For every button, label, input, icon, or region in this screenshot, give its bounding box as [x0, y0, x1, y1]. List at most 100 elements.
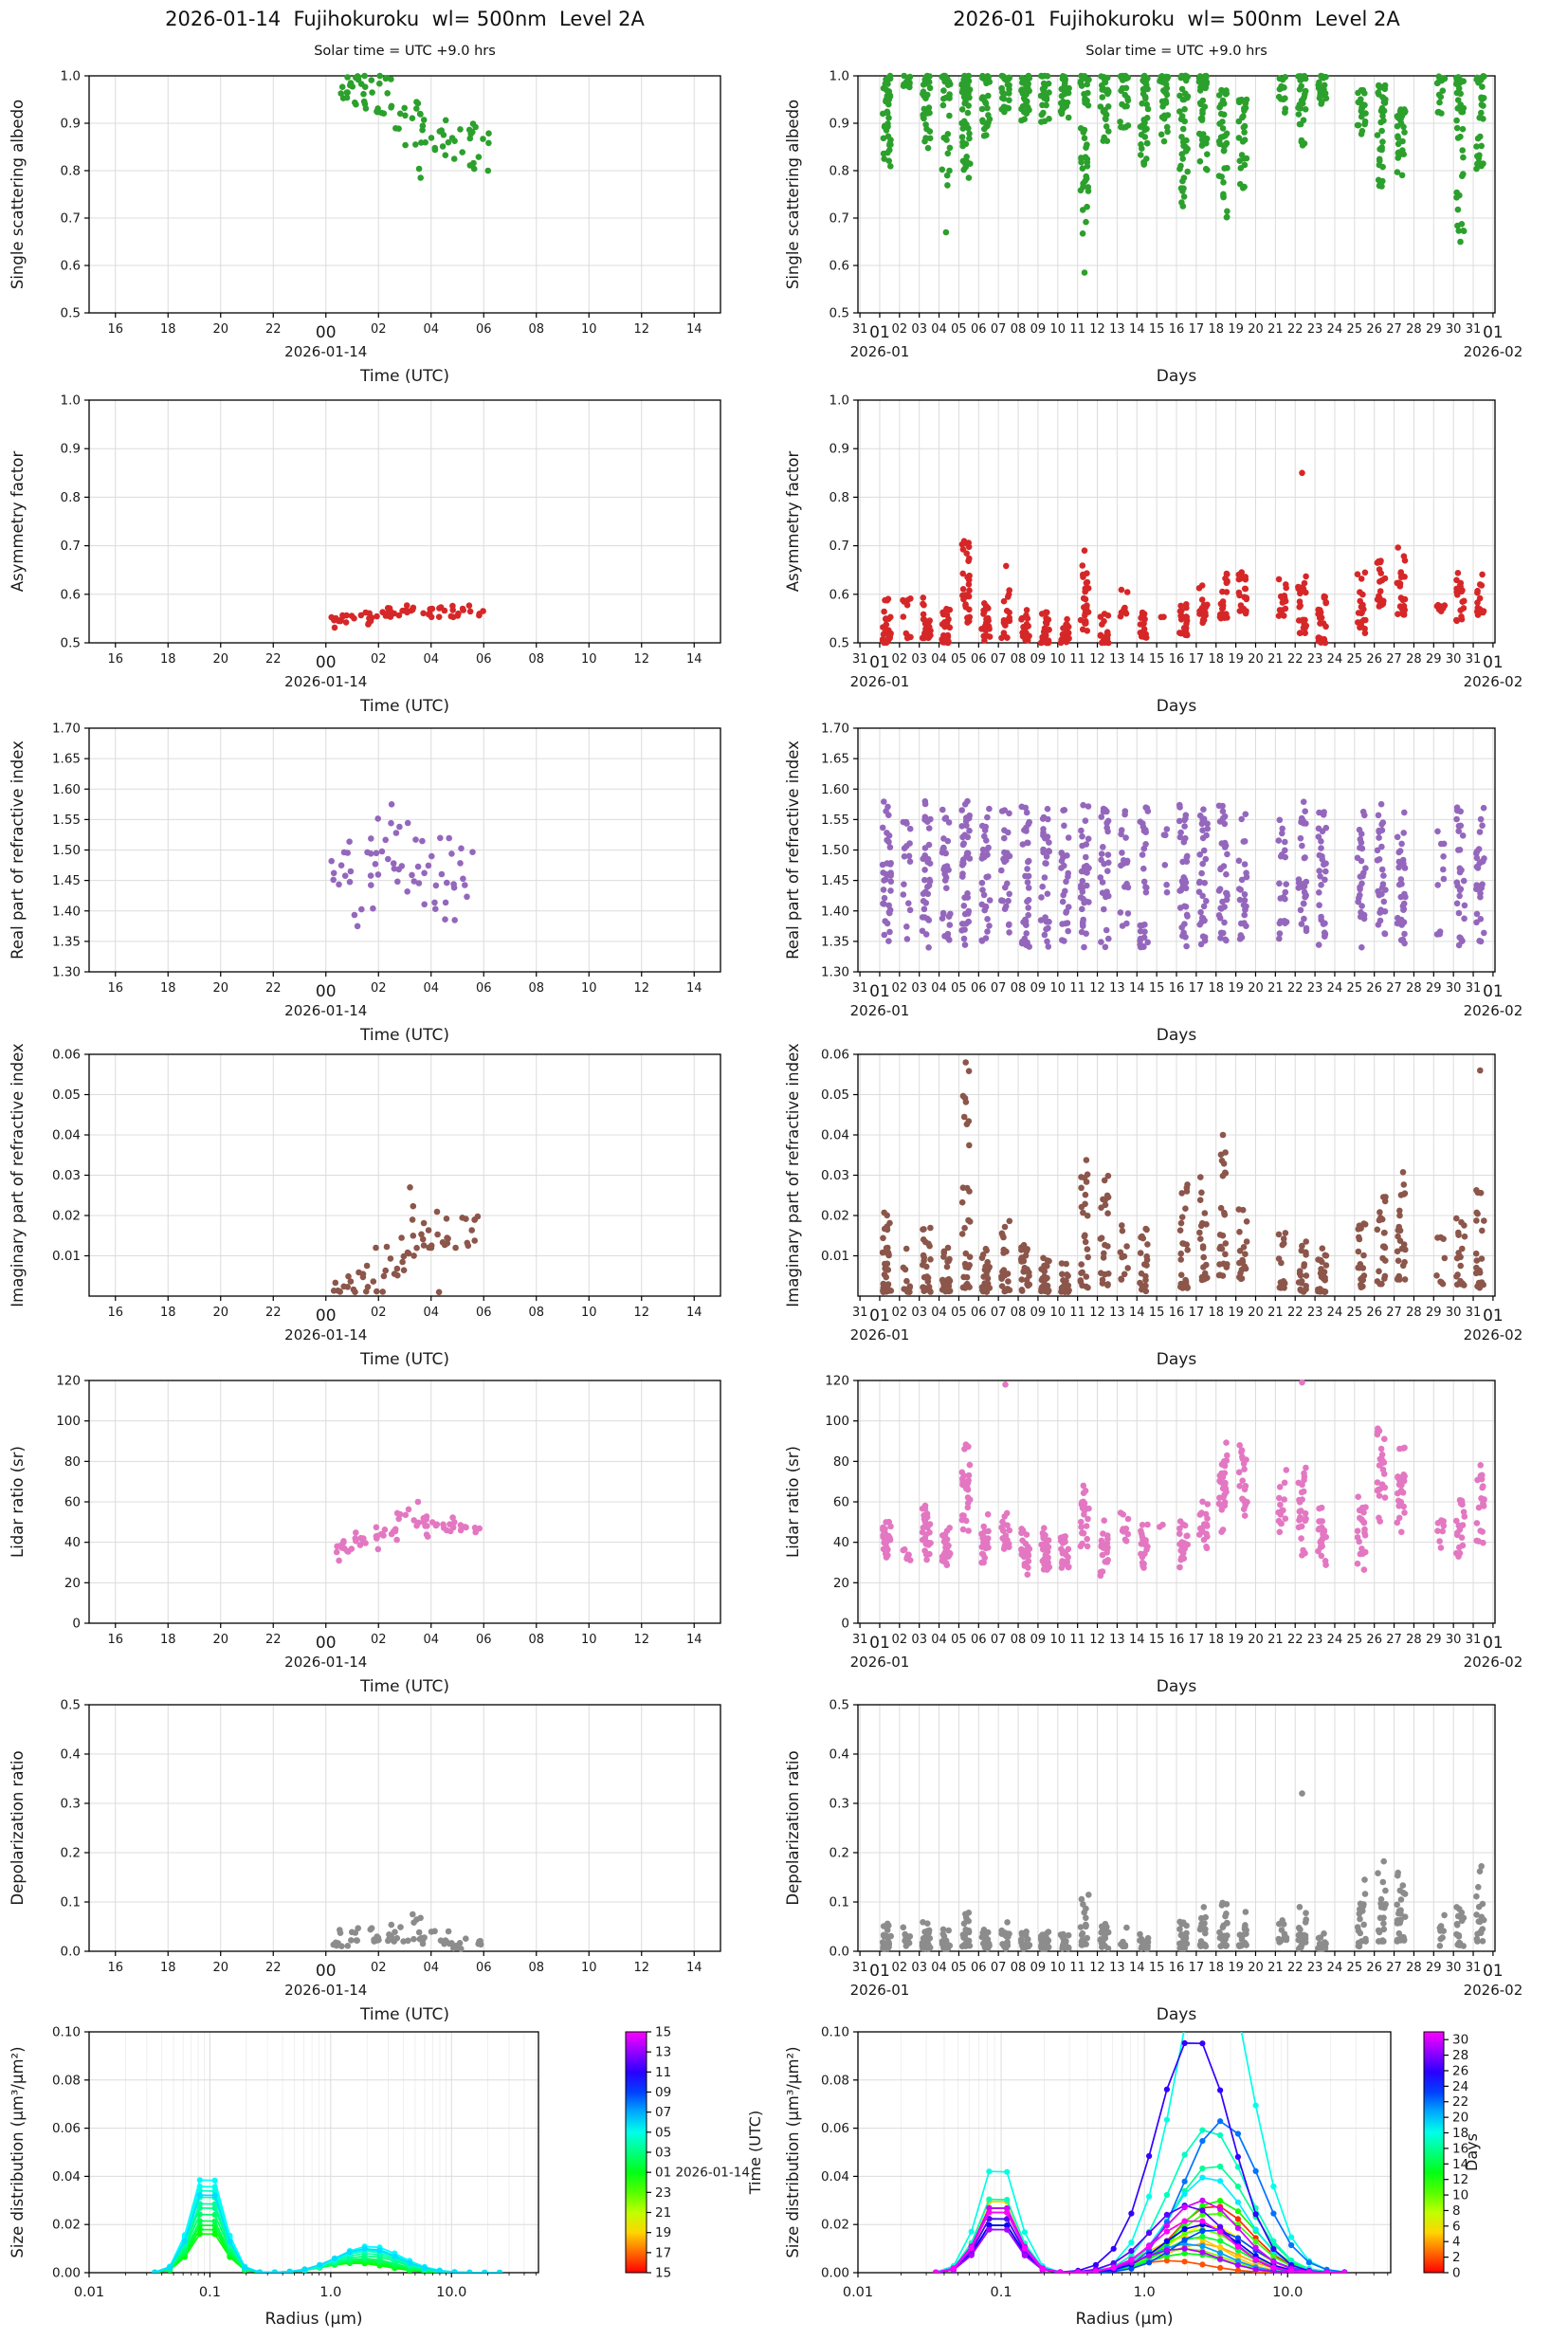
- axis-text: 24: [1452, 2079, 1468, 2094]
- axis-text: Depolarization ratio: [9, 1750, 27, 1905]
- axis-text: 26: [1366, 981, 1382, 996]
- axis-text: 01: [869, 982, 890, 1001]
- axis-text: Days: [1157, 697, 1197, 716]
- axis-text: 24: [1327, 1633, 1343, 1647]
- axis-text: 1.70: [821, 722, 849, 737]
- axis-text: 05: [951, 1306, 967, 1320]
- axis-text: 15: [655, 2025, 671, 2040]
- axis-text: 10: [581, 1306, 597, 1320]
- axis-text: 12: [633, 981, 649, 996]
- axis-text: 06: [476, 652, 492, 667]
- axis-text: 22: [1287, 652, 1304, 667]
- cbar-day: 15 17 19 21 23 01 2026-01-14 03 05 07 09 11 13 15 Tim…: [625, 2025, 764, 2281]
- axis-text: 1.60: [821, 782, 849, 797]
- panel-real-day: 1.30 1.35 1.40 1.45 1.50 1.55 1.60 1.65 1.70 16 18…: [9, 722, 721, 1045]
- axis-text: 27: [1386, 322, 1402, 337]
- axis-text: 28: [1406, 652, 1422, 667]
- axis-text: 1.70: [52, 722, 81, 737]
- axis-text: 06: [476, 322, 492, 337]
- axis-text: 31: [1466, 652, 1482, 667]
- axis-text: 22: [265, 322, 282, 337]
- axis-text: 05: [951, 652, 967, 667]
- axis-text: 19: [1228, 1961, 1244, 1975]
- axis-text: 22: [265, 1633, 282, 1647]
- axis-text: 03: [911, 652, 927, 667]
- axis-text: 03: [911, 322, 927, 337]
- axis-text: 09: [655, 2085, 671, 2100]
- axis-text: 14: [686, 981, 702, 996]
- axis-text: 04: [931, 981, 947, 996]
- axis-text: 1.65: [821, 752, 849, 767]
- axis-text: 07: [655, 2105, 671, 2120]
- axis-text: 07: [991, 322, 1007, 337]
- scatter-points-imag-month: [879, 1059, 1487, 1295]
- axis-text: 31: [852, 652, 868, 667]
- scatter-points-ssa-day: [337, 72, 492, 181]
- axis-text: 21: [1267, 981, 1284, 996]
- axis-text: 03: [911, 1306, 927, 1320]
- axis-text: 12: [1089, 322, 1105, 337]
- axis-text: 28: [1406, 1633, 1422, 1647]
- axis-text: 05: [951, 1633, 967, 1647]
- scatter-points-ssa-month: [880, 72, 1487, 276]
- axis-text: 17: [1189, 1961, 1205, 1975]
- axis-text: 20: [212, 1961, 228, 1975]
- axis-text: 1.60: [52, 782, 81, 797]
- panel-asym-month: 0.50.60.70.80.91.031 01 02 03 04 05 06 07 08 09 10…: [784, 393, 1522, 717]
- axis-text: 08: [1011, 1961, 1027, 1975]
- axis-text: 1.0: [1134, 2285, 1156, 2300]
- axis-text: 08: [1011, 981, 1027, 996]
- axis-text: 02: [371, 1633, 387, 1647]
- axis-text: 09: [1030, 322, 1047, 337]
- axis-text: 1.35: [821, 934, 849, 949]
- axis-text: 00: [316, 1307, 337, 1325]
- axis-text: 00: [316, 1634, 337, 1653]
- axis-text: 0.06: [52, 2121, 81, 2136]
- axis-text: 21: [1267, 1961, 1284, 1975]
- axis-text: 05: [951, 1961, 967, 1975]
- axis-text: 16: [107, 1306, 123, 1320]
- axis-text: 18: [1208, 981, 1224, 996]
- axis-text: Days: [1157, 1026, 1197, 1045]
- axis-text: 2026-02: [1464, 1654, 1523, 1671]
- axis-text: 30: [1446, 1633, 1462, 1647]
- axis-text: 14: [686, 652, 702, 667]
- axis-text: 0.7: [61, 539, 81, 554]
- axis-text: 08: [528, 322, 544, 337]
- axis-text: 0: [72, 1617, 81, 1632]
- distribution-lines-size-day: [152, 2177, 503, 2273]
- axis-text: 29: [1426, 981, 1442, 996]
- axis-text: 10: [1050, 1633, 1067, 1647]
- axis-text: 100: [825, 1414, 849, 1429]
- axis-text: 08: [1011, 1306, 1027, 1320]
- axis-text: 06: [971, 652, 987, 667]
- axis-text: 60: [833, 1495, 849, 1510]
- axis-text: 0.0: [830, 1945, 849, 1960]
- axis-text: 28: [1452, 2048, 1468, 2063]
- axis-text: 1.0: [61, 69, 81, 84]
- axis-text: 18: [1208, 652, 1224, 667]
- axis-text: 1.0: [830, 69, 849, 84]
- axis-text: 01: [869, 653, 890, 672]
- axis-text: 0.05: [821, 1088, 849, 1103]
- axis-text: 11: [1069, 1961, 1085, 1975]
- axis-text: 30: [1452, 2033, 1468, 2048]
- axis-text: 01: [1483, 653, 1504, 672]
- axis-text: 29: [1426, 1961, 1442, 1975]
- axis-text: 01: [869, 1307, 890, 1325]
- axis-text: 1.50: [821, 843, 849, 858]
- axis-text: 12: [633, 1633, 649, 1647]
- axis-text: Depolarization ratio: [784, 1750, 802, 1905]
- axis-text: 0.03: [52, 1168, 81, 1183]
- axis-text: 13: [1109, 1961, 1125, 1975]
- axis-text: 23: [1307, 1306, 1323, 1320]
- axis-text: 10: [1050, 322, 1067, 337]
- panel-imag-day: 0.01 0.02 0.03 0.04 0.05 0.06 16 18 20 22 00 02 04 06…: [9, 1043, 721, 1369]
- axis-text: 20: [1248, 1306, 1264, 1320]
- axis-text: 1.55: [52, 813, 81, 828]
- axis-text: Asymmetry factor: [784, 451, 802, 593]
- axis-text: 2026-02: [1464, 343, 1523, 360]
- axis-text: 40: [64, 1535, 81, 1550]
- axis-text: 0.5: [61, 636, 81, 651]
- axis-text: 20: [833, 1576, 849, 1591]
